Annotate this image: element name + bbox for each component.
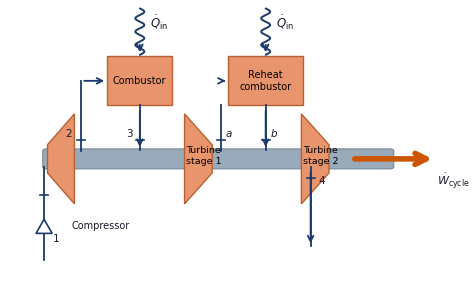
Text: Combustor: Combustor [113, 76, 166, 86]
Text: a: a [226, 129, 232, 139]
Text: 4: 4 [319, 176, 325, 187]
Text: 3: 3 [127, 129, 133, 139]
Polygon shape [184, 114, 212, 204]
Polygon shape [36, 219, 52, 233]
Polygon shape [301, 114, 329, 204]
Text: 2: 2 [65, 129, 72, 139]
FancyBboxPatch shape [43, 149, 394, 169]
Text: Reheat
combustor: Reheat combustor [239, 70, 292, 92]
Text: Turbine
stage 2: Turbine stage 2 [303, 146, 338, 166]
Text: $\dot{Q}_{\rm in}$: $\dot{Q}_{\rm in}$ [275, 14, 294, 32]
Text: Compressor: Compressor [71, 221, 129, 231]
Text: b: b [271, 129, 277, 139]
FancyBboxPatch shape [228, 56, 302, 105]
Text: Turbine
stage 1: Turbine stage 1 [186, 146, 221, 166]
FancyBboxPatch shape [107, 56, 172, 105]
Polygon shape [47, 114, 74, 204]
Text: $\dot{W}_{\rm cycle}$: $\dot{W}_{\rm cycle}$ [438, 172, 470, 191]
Text: $\dot{Q}_{\rm in}$: $\dot{Q}_{\rm in}$ [150, 14, 168, 32]
Text: 1: 1 [53, 234, 60, 244]
